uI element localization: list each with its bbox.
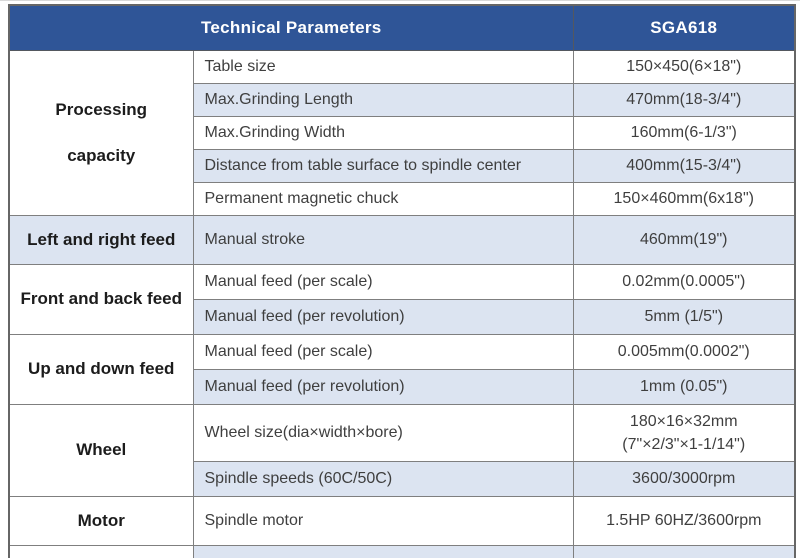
- param-cell: Distance from table surface to spindle c…: [192, 149, 574, 183]
- table-row: Manual feed (per revolution) 5mm (1/5"): [9, 298, 796, 335]
- value-cell: 150×450(6×18"): [572, 50, 796, 84]
- table-row: Motor Spindle motor 1.5HP 60HZ/3600rpm: [8, 495, 796, 546]
- table-row: Max.Grinding Length 470mm(18-3/4"): [9, 83, 796, 117]
- param-cell: Max.Grinding Width: [192, 116, 574, 150]
- param-cell: Gross: [192, 544, 574, 558]
- category-cell-up-down-feed: Up and down feed: [8, 333, 194, 405]
- value-cell: 5mm (1/5"): [572, 298, 796, 335]
- category-cell-motor: Motor: [8, 495, 194, 546]
- spec-table: Technical Parameters SGA618 Processing c…: [8, 4, 796, 558]
- category-cell-front-back-feed: Front and back feed: [8, 263, 194, 335]
- param-cell: Manual feed (per revolution): [192, 298, 574, 335]
- param-cell: Wheel size(dia×width×bore): [192, 403, 574, 462]
- table-row: Distance from table surface to spindle c…: [9, 149, 796, 183]
- table-row: Manual feed (per revolution) 1mm (0.05"): [9, 368, 796, 405]
- table-row: Wheel Wheel size(dia×width×bore) 180×16×…: [8, 403, 796, 497]
- category-cell-left-right-feed: Left and right feed: [8, 215, 194, 265]
- table-row: Permanent magnetic chuck 150×460mm(6x18"…: [9, 182, 796, 216]
- table-row: Left and right feed Manual stroke 460mm(…: [8, 215, 796, 265]
- table-header: Technical Parameters SGA618: [8, 4, 796, 51]
- value-cell: 150×460mm(6x18"): [572, 182, 796, 216]
- header-model-cell: SGA618: [572, 4, 796, 51]
- category-cell-weight: Weight: [8, 544, 194, 558]
- param-cell: Spindle motor: [192, 495, 574, 546]
- param-cell: Permanent magnetic chuck: [192, 182, 574, 216]
- value-cell: 0.005mm(0.0002"): [572, 333, 796, 370]
- header-parameters-cell: Technical Parameters: [8, 4, 574, 51]
- table-body: Processing capacity Table size 150×450(6…: [8, 50, 796, 558]
- value-cell: 1mm (0.05"): [572, 368, 796, 405]
- value-cell: 160mm(6-1/3"): [572, 116, 796, 150]
- value-cell: 180×16×32mm (7"×2/3"×1-1/14"): [572, 403, 796, 462]
- param-cell: Spindle speeds (60C/50C): [192, 460, 574, 497]
- value-cell: 1.5HP 60HZ/3600rpm: [572, 495, 796, 546]
- value-cell: 850kgs (1870lbs): [572, 544, 796, 558]
- param-cell: Max.Grinding Length: [192, 83, 574, 117]
- value-cell: 0.02mm(0.0005"): [572, 263, 796, 300]
- param-cell: Manual feed (per revolution): [192, 368, 574, 405]
- param-cell: Table size: [192, 50, 574, 84]
- category-cell-processing-capacity: Processing capacity: [8, 50, 194, 216]
- param-cell: Manual stroke: [192, 215, 574, 265]
- table-row: Up and down feed Manual feed (per scale)…: [8, 333, 796, 405]
- table-row: Front and back feed Manual feed (per sca…: [8, 263, 796, 335]
- category-cell-wheel: Wheel: [8, 403, 194, 497]
- table-header-row: Technical Parameters SGA618: [8, 4, 796, 51]
- value-cell: 460mm(19"): [572, 215, 796, 265]
- value-cell: 3600/3000rpm: [572, 460, 796, 497]
- param-cell: Manual feed (per scale): [192, 333, 574, 370]
- value-cell: 400mm(15-3/4"): [572, 149, 796, 183]
- table-row: Spindle speeds (60C/50C) 3600/3000rpm: [9, 460, 796, 497]
- table-row: Weight Gross 850kgs (1870lbs): [8, 544, 796, 558]
- value-cell: 470mm(18-3/4"): [572, 83, 796, 117]
- table-row: Processing capacity Table size 150×450(6…: [8, 50, 796, 216]
- param-cell: Manual feed (per scale): [192, 263, 574, 300]
